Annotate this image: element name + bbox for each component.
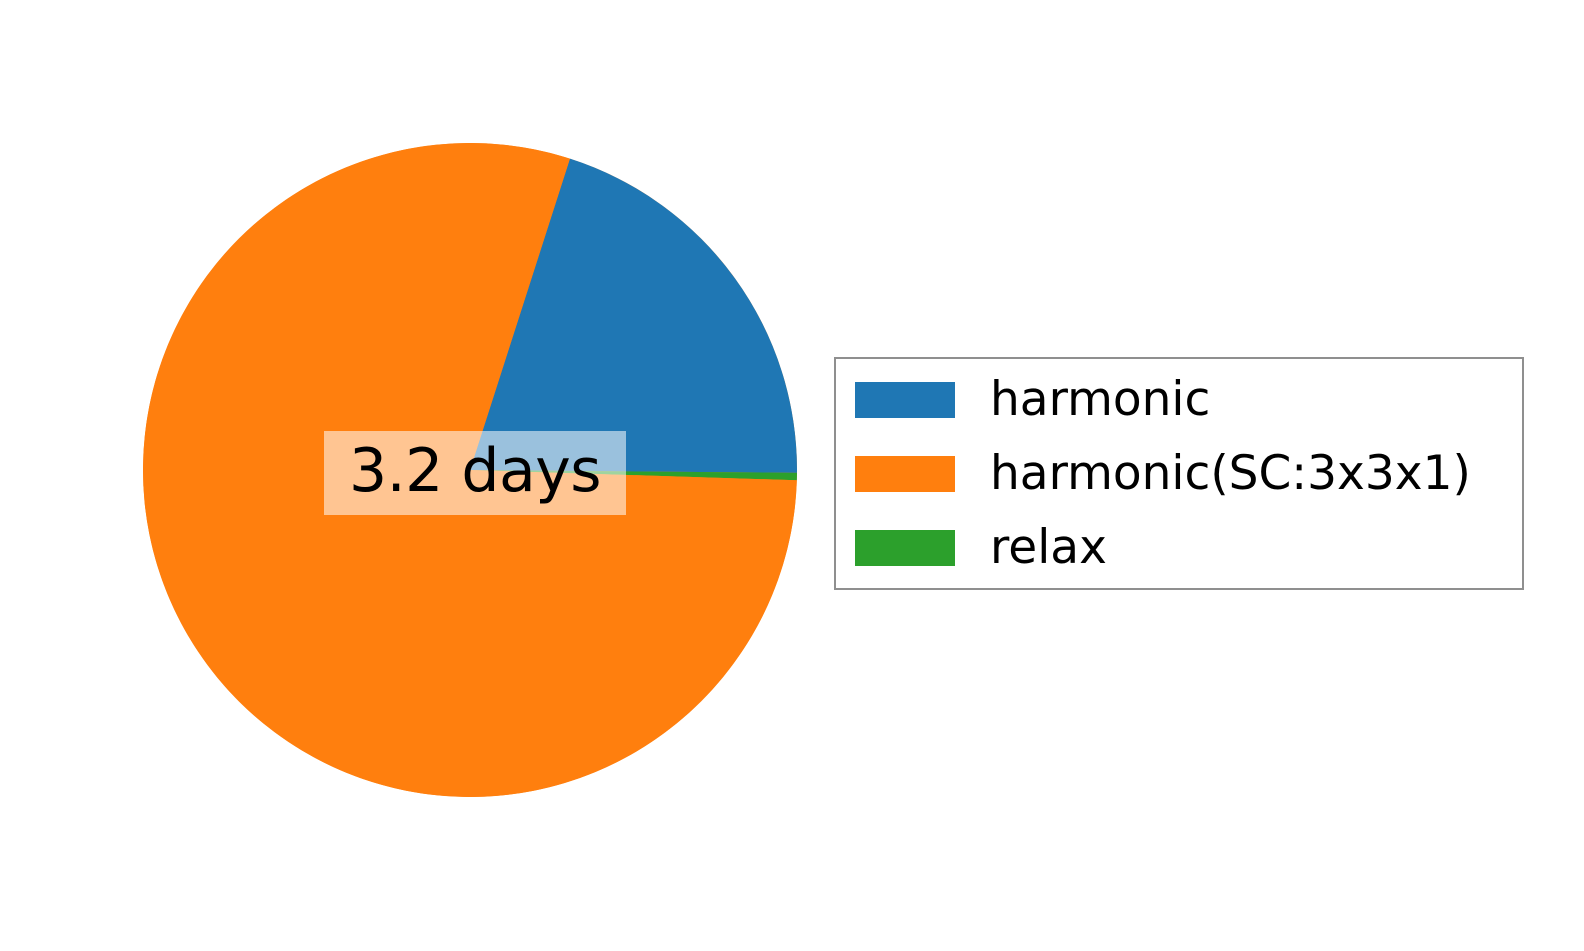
- legend-swatch-relax: [855, 530, 955, 566]
- legend-swatch-harmonic: [855, 382, 955, 418]
- pie-slice-harmonic[interactable]: [470, 158, 797, 473]
- legend-entry-relax[interactable]: relax: [855, 524, 1107, 571]
- legend-label-harmonic: harmonic: [990, 371, 1211, 427]
- pie-center-label: 3.2 days: [324, 431, 626, 515]
- pie-center-label-text: 3.2 days: [348, 436, 602, 506]
- legend-label-harmonic-sc: harmonic(SC:3x3x1): [990, 445, 1471, 501]
- legend: harmonic harmonic(SC:3x3x1) relax: [834, 357, 1524, 590]
- legend-swatch-harmonic-sc: [855, 456, 955, 492]
- legend-label-relax: relax: [990, 519, 1107, 575]
- legend-entry-harmonic-sc[interactable]: harmonic(SC:3x3x1): [855, 450, 1471, 497]
- legend-entry-harmonic[interactable]: harmonic: [855, 376, 1210, 423]
